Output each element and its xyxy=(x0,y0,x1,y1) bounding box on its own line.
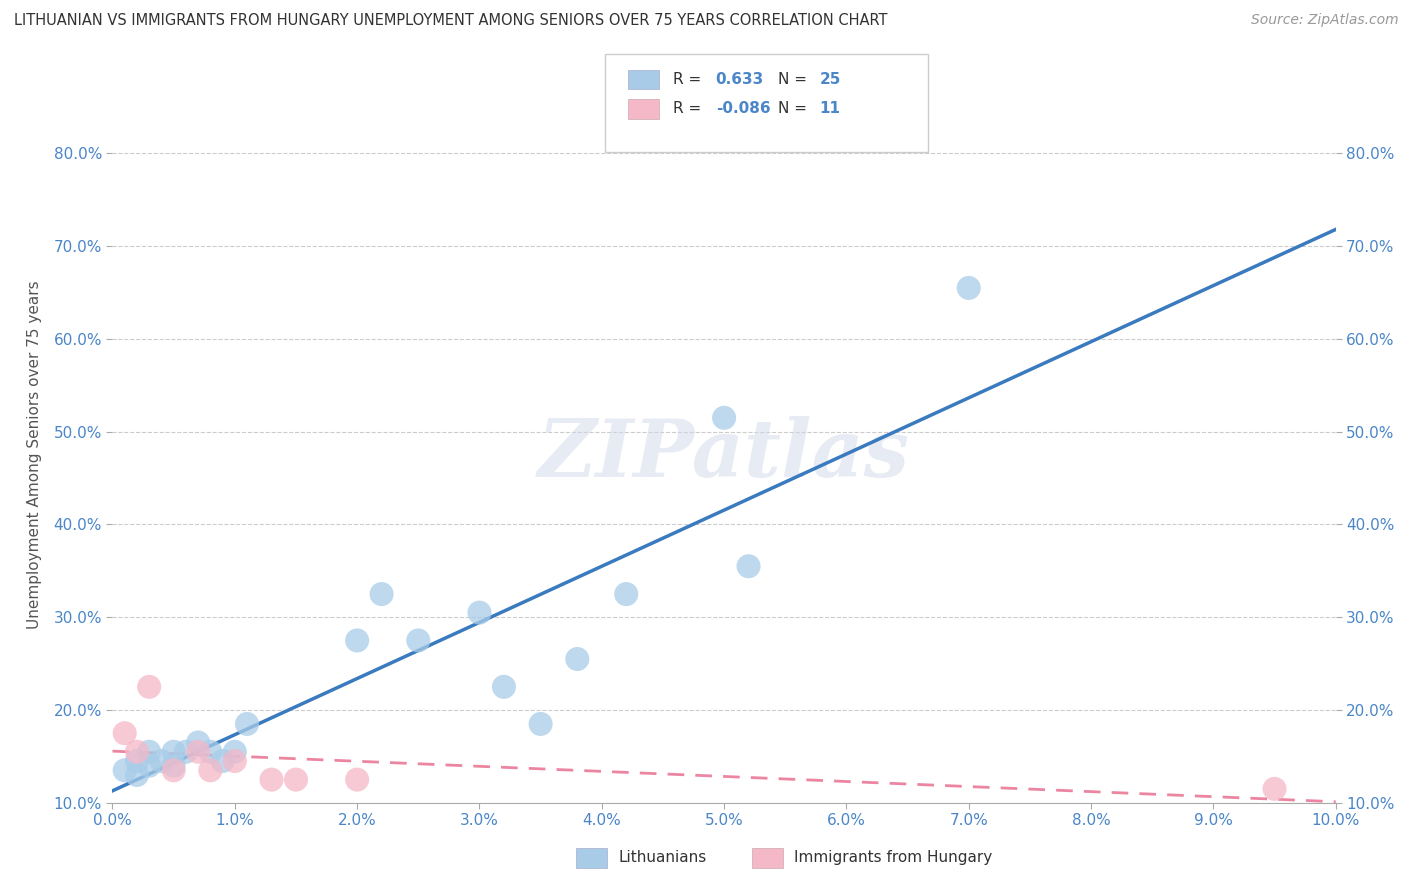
Point xyxy=(200,745,222,759)
Point xyxy=(187,745,209,759)
Point xyxy=(614,587,637,601)
Point xyxy=(211,754,233,768)
Text: Source: ZipAtlas.com: Source: ZipAtlas.com xyxy=(1251,13,1399,28)
Point xyxy=(125,754,148,768)
Text: 0.633: 0.633 xyxy=(716,71,763,87)
Point xyxy=(150,754,173,768)
Point xyxy=(200,764,222,778)
Text: N =: N = xyxy=(778,71,811,87)
Point xyxy=(125,768,148,782)
Y-axis label: Unemployment Among Seniors over 75 years: Unemployment Among Seniors over 75 years xyxy=(28,281,42,629)
Point xyxy=(567,652,589,666)
Point xyxy=(468,606,491,620)
Point xyxy=(174,745,197,759)
Text: Immigrants from Hungary: Immigrants from Hungary xyxy=(794,850,993,864)
Point xyxy=(957,281,980,295)
Text: ZIPatlas: ZIPatlas xyxy=(538,417,910,493)
Point xyxy=(163,764,186,778)
Point xyxy=(284,772,308,787)
Point xyxy=(163,758,186,772)
Text: 25: 25 xyxy=(820,71,841,87)
Point xyxy=(125,745,148,759)
Text: R =: R = xyxy=(673,71,707,87)
Text: -0.086: -0.086 xyxy=(716,101,770,116)
Point xyxy=(1264,781,1286,796)
Point xyxy=(530,717,553,731)
Point xyxy=(114,726,136,740)
Point xyxy=(370,587,392,601)
Point xyxy=(346,772,368,787)
Point xyxy=(346,633,368,648)
Point xyxy=(737,559,759,574)
Point xyxy=(236,717,259,731)
Point xyxy=(224,745,246,759)
Text: N =: N = xyxy=(778,101,811,116)
Point xyxy=(260,772,283,787)
Point xyxy=(138,758,160,772)
Point xyxy=(114,764,136,778)
Text: LITHUANIAN VS IMMIGRANTS FROM HUNGARY UNEMPLOYMENT AMONG SENIORS OVER 75 YEARS C: LITHUANIAN VS IMMIGRANTS FROM HUNGARY UN… xyxy=(14,13,887,29)
Point xyxy=(138,680,160,694)
Point xyxy=(163,745,186,759)
Point xyxy=(492,680,515,694)
Point xyxy=(138,745,160,759)
Point xyxy=(187,735,209,749)
Text: Lithuanians: Lithuanians xyxy=(619,850,707,864)
Point xyxy=(713,410,735,425)
Point xyxy=(408,633,430,648)
Text: R =: R = xyxy=(673,101,707,116)
Point xyxy=(224,754,246,768)
Text: 11: 11 xyxy=(820,101,841,116)
